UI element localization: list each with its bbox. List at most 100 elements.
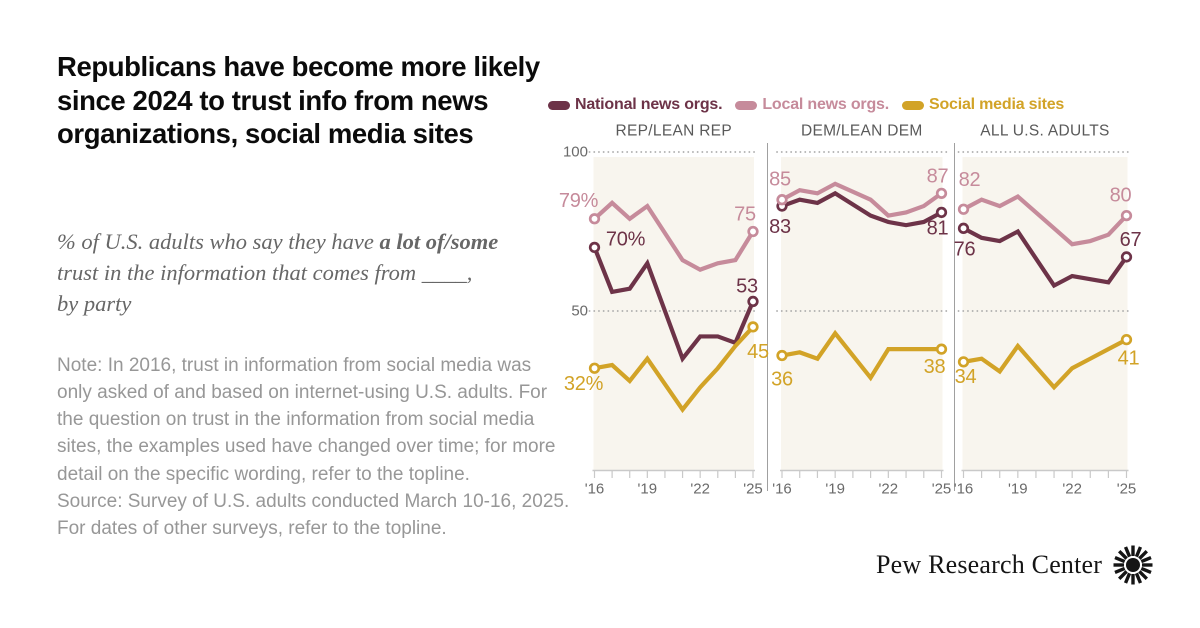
start-point-marker-social: [776, 349, 788, 362]
series-line-social: [963, 337, 1128, 391]
chart-title: Republicans have become more likely sinc…: [57, 51, 540, 150]
end-value-label-local: 80: [1110, 185, 1132, 207]
panel-title: REP/LEAN REP: [616, 123, 732, 140]
x-tick-label: '16: [585, 481, 605, 498]
pew-logo-ray: [1138, 570, 1149, 580]
start-point-marker-national: [957, 222, 970, 234]
legend-item-social: Social media sites: [901, 96, 1065, 114]
legend-swatch-national: [548, 100, 570, 110]
start-point-marker-social: [957, 356, 970, 368]
series-line-social: [594, 325, 755, 414]
y-axis-label: 100: [563, 144, 588, 161]
x-tick-label: '25: [1117, 481, 1137, 498]
end-point-marker-social: [1120, 333, 1133, 346]
source-text: Source: Survey of U.S. adults conducted …: [57, 490, 570, 539]
brand-text: Pew Research Center: [876, 550, 1103, 579]
x-tick-label: '22: [690, 481, 710, 498]
chart-subtitle: % of U.S. adults who say they have a lot…: [57, 226, 499, 319]
end-point-marker-local: [935, 187, 948, 199]
x-tick-label: '19: [825, 481, 845, 498]
panel-title: DEM/LEAN DEM: [801, 123, 923, 140]
pew-logo-ray: [1138, 550, 1149, 560]
legend-item-national: National news orgs.: [548, 96, 723, 114]
end-point-marker-social: [747, 321, 759, 333]
series-line-local: [593, 200, 755, 272]
start-value-label-national: 70%: [606, 228, 646, 250]
pew-logo-ray: [1140, 566, 1152, 575]
legend-label: National news orgs.: [575, 96, 723, 113]
end-value-label-social: 45: [747, 341, 769, 363]
end-value-label-national: 53: [736, 275, 758, 297]
start-point-marker-national: [588, 241, 601, 254]
x-tick-label: '16: [772, 481, 792, 498]
brand: Pew Research Center: [876, 543, 1155, 587]
end-value-label-national: 81: [927, 217, 949, 239]
pew-logo-ray: [1140, 555, 1152, 564]
end-point-marker-local: [1120, 209, 1133, 222]
pew-logo-ray: [1124, 546, 1132, 558]
legend-item-local: Local news orgs.: [735, 96, 889, 114]
x-tick-label: '16: [954, 481, 974, 498]
pew-logo-ray: [1124, 572, 1132, 584]
pew-logo-icon: [1113, 545, 1153, 585]
series-line-national: [781, 190, 943, 228]
start-value-label-social: 32%: [564, 373, 604, 395]
start-point-marker-local: [957, 203, 970, 215]
chart-legend: National news orgs. Local news orgs. Socia…: [548, 96, 1064, 114]
legend-swatch-local: [735, 100, 758, 110]
panel-plot-area: [781, 157, 943, 471]
start-value-label-social: 34: [955, 366, 977, 388]
start-point-marker-local: [776, 194, 788, 206]
y-axis-label: 50: [571, 303, 588, 320]
pew-logo-ray: [1126, 558, 1141, 572]
pew-logo-ray: [1135, 572, 1143, 584]
start-value-label-local: 82: [959, 169, 981, 191]
series-line-social: [781, 329, 942, 382]
end-value-label-local: 87: [927, 165, 949, 187]
chart-notes: Note: In 2016, trust in information from…: [57, 352, 571, 542]
end-point-marker-local: [747, 225, 759, 238]
legend-label: Local news orgs.: [762, 96, 889, 113]
series-line-national: [592, 246, 755, 363]
series-line-local: [781, 181, 943, 218]
end-value-label-social: 38: [924, 356, 946, 378]
panel-plot-area: [593, 157, 754, 471]
legend-label: Social media sites: [928, 96, 1065, 113]
note-text: Note: In 2016, trust in information from…: [57, 355, 556, 485]
x-tick-label: '22: [879, 481, 899, 498]
end-value-label-local: 75: [734, 204, 756, 226]
pew-logo-ray: [1118, 570, 1129, 580]
end-point-marker-social: [935, 343, 948, 355]
subtitle-suffix: trust in the information that comes from…: [57, 260, 473, 317]
end-value-label-national: 67: [1120, 229, 1142, 251]
pew-logo-ray: [1114, 555, 1126, 564]
series-line-local: [962, 193, 1129, 247]
legend-swatch-social: [901, 100, 924, 110]
subtitle-bold: a lot of/some: [379, 229, 499, 254]
pew-logo-ray: [1135, 546, 1143, 558]
x-tick-label: '19: [638, 481, 658, 498]
start-point-marker-local: [588, 213, 601, 225]
panel-title: ALL U.S. ADULTS: [980, 123, 1109, 140]
series-line-national: [962, 226, 1129, 289]
start-value-label-social: 36: [771, 369, 793, 391]
end-value-label-social: 41: [1118, 348, 1140, 370]
subtitle-prefix: % of U.S. adults who say they have: [57, 229, 380, 254]
start-value-label-local: 85: [769, 169, 791, 191]
end-point-marker-national: [1120, 251, 1133, 263]
end-point-marker-national: [935, 206, 948, 219]
x-tick-label: '25: [932, 481, 952, 498]
end-point-marker-national: [747, 295, 759, 308]
start-value-label-national: 76: [954, 238, 976, 260]
x-tick-label: '22: [1062, 481, 1082, 498]
panel-plot-area: [962, 157, 1128, 471]
pew-logo-ray: [1114, 566, 1126, 575]
start-value-label-local: 79%: [559, 190, 599, 212]
x-tick-label: '19: [1008, 481, 1028, 498]
start-point-marker-social: [588, 362, 601, 374]
start-value-label-national: 83: [769, 216, 791, 238]
pew-logo-ray: [1118, 550, 1129, 560]
x-tick-label: '25: [743, 481, 763, 498]
